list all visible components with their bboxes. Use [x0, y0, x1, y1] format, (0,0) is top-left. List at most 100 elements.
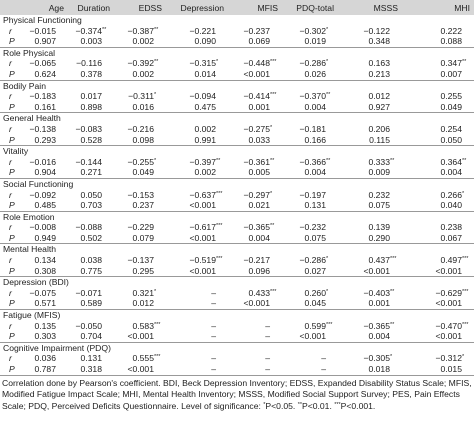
value-cell: 0.485 [28, 200, 68, 212]
stat-label: r [9, 320, 12, 331]
value-cell: 0.079 [114, 232, 166, 245]
sig-box: *** [270, 288, 278, 299]
value-cell: 0.624 [28, 68, 68, 81]
stat-label: P [0, 134, 28, 147]
value: 0.624 [34, 68, 56, 79]
value-cell: −0.629*** [402, 288, 474, 299]
value: 0.318 [80, 364, 102, 374]
value-cell: – [166, 321, 228, 332]
value: 0.016 [132, 101, 154, 112]
value: – [211, 298, 216, 309]
value: −0.094 [189, 91, 216, 102]
value-cell: 0.050 [68, 190, 114, 201]
value-cell: 0.038 [68, 255, 114, 266]
stat-label: r [9, 156, 12, 167]
stat-label: P [0, 101, 28, 114]
stat-label: r [9, 91, 12, 102]
value: 0.260 [304, 287, 326, 298]
value: 0.295 [132, 265, 154, 276]
correlation-table: Age Duration EDSS Depression MFIS PDQ-total MS… [0, 0, 474, 376]
value: 0.898 [80, 101, 102, 112]
significance: *** [462, 256, 469, 263]
value: 0.088 [440, 36, 462, 47]
value: −0.312 [435, 353, 462, 364]
value-cell: −0.217 [228, 255, 282, 266]
value: 0.293 [34, 134, 56, 145]
value-cell: 0.004 [338, 331, 402, 343]
stat-row: P 0.904 0.271 0.049 0.002 0.005 0.004 0.009 0.00… [0, 167, 474, 179]
significance: * [462, 354, 465, 361]
value: 0.134 [34, 255, 56, 266]
value: <0.001 [435, 265, 462, 276]
value-cell: −0.297* [228, 190, 282, 201]
value: −0.448 [243, 58, 270, 69]
value-cell: −0.088 [68, 222, 114, 233]
value: <0.001 [189, 200, 216, 211]
value: 0.271 [80, 167, 102, 178]
value-cell: −0.370** [282, 91, 338, 102]
value: 0.050 [440, 134, 462, 145]
value: 0.002 [132, 68, 154, 79]
header-cell: MHI [454, 2, 470, 13]
value: 0.012 [132, 298, 154, 309]
value: −0.315 [189, 58, 216, 69]
stat-row: P 0.308 0.775 0.295 <0.001 0.096 0.027 <0.001 <0… [0, 265, 474, 278]
value: 0.433 [248, 287, 270, 298]
stat-label: r [9, 255, 12, 266]
value: 0.004 [248, 232, 270, 243]
stat-row: P 0.624 0.378 0.002 0.014 <0.001 0.026 0.213 0.0… [0, 68, 474, 81]
value-cell: 0.005 [228, 167, 282, 179]
sig-box: *** [216, 190, 224, 201]
significance: * [326, 288, 329, 295]
value: −0.153 [127, 189, 154, 200]
value: 0.347 [440, 58, 462, 69]
value-cell: – [166, 353, 228, 364]
value-cell: 0.021 [228, 200, 282, 212]
stat-row: r −0.075 −0.071 0.321* –0.433*** 0.260* −0.403… [0, 288, 474, 299]
value: 0.021 [248, 200, 270, 211]
value-cell: 0.502 [68, 232, 114, 245]
sig-box: * [154, 288, 162, 299]
value: −0.470 [435, 320, 462, 331]
value-cell: −0.181 [282, 124, 338, 135]
value: 0.001 [368, 298, 390, 309]
value-cell: 0.009 [338, 167, 402, 179]
value-cell: <0.001 [282, 331, 338, 343]
value: 0.787 [34, 364, 56, 374]
value-cell: −0.138 [28, 124, 68, 135]
significance: * [154, 92, 157, 99]
value-cell: −0.255* [114, 157, 166, 168]
value: – [211, 331, 216, 342]
value-cell: – [282, 353, 338, 364]
header-cell: Depression [180, 2, 224, 13]
value: 0.161 [34, 101, 56, 112]
significance: *** [462, 288, 469, 295]
value-cell: 0.206 [338, 124, 402, 135]
value-cell: 0.991 [166, 134, 228, 147]
stat-label: r [9, 25, 12, 36]
value: 0.003 [80, 36, 102, 47]
header-cell: EDSS [138, 2, 162, 13]
value: 0.131 [304, 200, 326, 211]
value: <0.001 [299, 331, 326, 342]
stat-label: P [0, 232, 28, 245]
stat-label: P [0, 265, 28, 278]
value: −0.144 [75, 156, 102, 167]
value-cell: – [228, 331, 282, 343]
value-cell: <0.001 [338, 265, 402, 278]
value-cell: – [282, 364, 338, 376]
value-cell: −0.008 [28, 222, 68, 233]
value-cell: 0.260* [282, 288, 338, 299]
footnote: Correlation done by Pearson's coefficien… [0, 376, 474, 413]
value: 0.135 [34, 320, 56, 331]
value-cell: −0.094 [166, 91, 228, 102]
value: −0.297 [243, 189, 270, 200]
sig-box: ** [270, 157, 278, 168]
section-title: Role Emotion [3, 211, 55, 222]
value-cell: 0.050 [402, 134, 474, 147]
significance: ** [390, 157, 395, 164]
value-cell: 0.096 [228, 265, 282, 278]
value: −0.311 [128, 91, 154, 102]
value-cell: 0.787 [28, 364, 68, 376]
significance: * [154, 157, 157, 164]
